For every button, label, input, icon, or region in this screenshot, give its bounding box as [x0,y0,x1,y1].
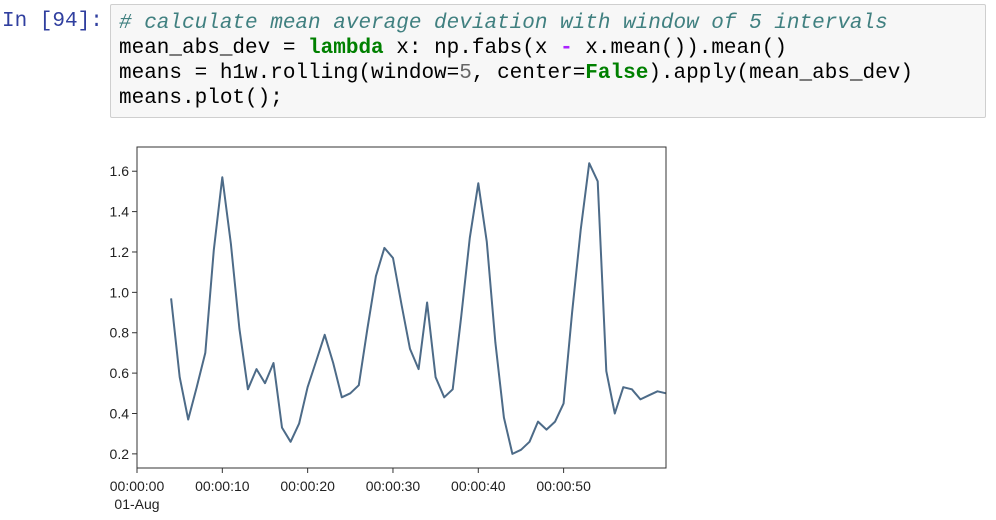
output-chart: 0.2 0.4 0.6 0.8 1.0 1.2 1.4 1.6 00:00:00 01-Aug 0… [110,130,710,515]
code-comment: # calculate mean average deviation with … [119,12,888,35]
code-cell[interactable]: # calculate mean average deviation with … [110,4,986,118]
y-tick-label: 0.6 [110,365,129,381]
y-tick-label: 1.2 [110,244,129,260]
plot-frame [136,146,667,469]
x-tick-sublabel: 01-Aug [114,496,159,512]
series-line [170,162,667,455]
code-text: means = h1w.rolling(window= [119,62,460,85]
code-keyword: False [585,62,649,85]
line-chart: 0.20.40.60.81.01.21.41.6 00:00:0001-Aug0… [110,146,667,512]
code-editor[interactable]: # calculate mean average deviation with … [119,11,977,111]
code-line-4: means.plot(); [119,86,977,111]
code-text: x: np.fabs(x [383,37,561,60]
x-tick-label: 00:00:20 [280,478,335,494]
x-tick-label: 00:00:50 [536,478,591,494]
code-keyword: lambda [308,37,384,60]
code-text: , center= [471,62,586,85]
y-axis: 0.2 0.4 0.6 0.8 1.0 1.2 1.4 1.6 [110,163,137,462]
code-number: 5 [459,62,472,85]
x-tick-label: 00:00:40 [451,478,506,494]
code-text: x.mean()).mean() [572,37,787,60]
y-tick-label: 1.4 [110,204,129,220]
cell-prompt: In [94]: [2,10,103,33]
code-line-2: mean_abs_dev = lambda x: np.fabs(x - x.m… [119,36,977,61]
y-tick-label: 1.6 [110,163,129,179]
code-operator: - [560,37,573,60]
x-tick-label: 00:00:30 [366,478,421,494]
y-tick-label: 0.8 [110,325,129,341]
code-text: means.plot(); [119,87,283,110]
code-text: ).apply(mean_abs_dev) [648,62,913,85]
code-text: mean_abs_dev = [119,37,309,60]
code-line-3: means = h1w.rolling(window=5, center=Fal… [119,61,977,86]
x-tick-label: 00:00:10 [195,478,250,494]
y-tick-label: 1.0 [110,284,129,300]
code-line-1: # calculate mean average deviation with … [119,11,977,36]
y-tick-label: 0.4 [110,405,129,421]
y-tick-label: 0.2 [110,446,129,462]
x-axis: 00:00:00 01-Aug 00:00:10 00:00:20 00:00:30 00… [110,468,591,512]
x-tick-label: 00:00:00 [110,478,164,494]
